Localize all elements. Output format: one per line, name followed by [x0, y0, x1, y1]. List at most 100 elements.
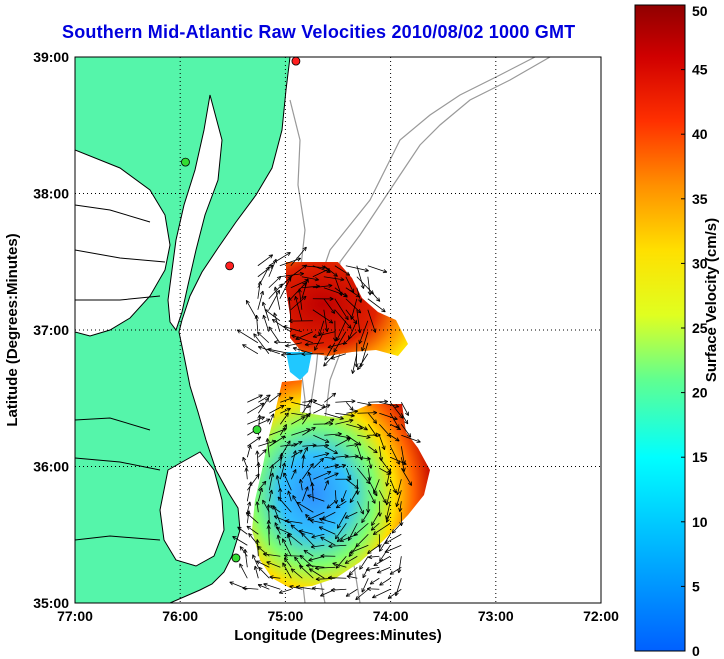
velocity-arrow: [358, 320, 369, 345]
velocity-arrow: [242, 456, 248, 469]
velocity-arrow: [310, 482, 315, 502]
velocity-arrow: [356, 265, 365, 289]
velocity-arrow: [312, 283, 333, 289]
velocity-arrow: [367, 479, 378, 497]
velocity-arrow: [373, 555, 391, 567]
velocity-arrow: [390, 434, 400, 442]
velocity-arrow: [280, 396, 294, 403]
velocity-arrow: [378, 534, 391, 552]
velocity-arrow: [285, 342, 302, 348]
velocity-arrow: [400, 424, 412, 438]
velocity-arrow: [257, 331, 270, 344]
velocity-arrow: [258, 394, 271, 403]
velocity-arrow: [303, 549, 314, 557]
velocity-arrow: [287, 533, 303, 546]
velocity-arrow: [301, 454, 306, 469]
velocity-arrow: [301, 532, 314, 546]
velocity-arrow: [287, 296, 292, 321]
velocity-arrow: [252, 554, 259, 568]
velocity-arrow: [349, 544, 369, 554]
velocity-arrow: [333, 331, 347, 353]
velocity-arrow: [275, 526, 292, 535]
velocity-arrow: [301, 412, 311, 425]
velocity-arrow: [279, 424, 287, 436]
velocity-arrow: [308, 568, 325, 579]
velocity-arrow: [290, 264, 308, 278]
velocity-arrow: [314, 566, 336, 571]
velocity-arrow: [247, 402, 265, 414]
y-axis-ticks: 35:00 36:00 37:00 38:00 39:00: [33, 49, 69, 611]
velocity-arrow: [367, 287, 381, 302]
velocity-arrow: [346, 454, 359, 459]
velocity-arrow: [320, 536, 336, 546]
velocity-arrow: [328, 544, 347, 549]
velocity-arrow: [269, 435, 286, 447]
station-marker: [252, 425, 262, 435]
velocity-arrow: [244, 467, 249, 480]
velocity-arrow: [245, 512, 259, 524]
velocity-arrow: [247, 416, 265, 425]
velocity-arrow: [279, 452, 284, 469]
velocity-arrow: [361, 578, 369, 593]
velocity-arrow: [289, 584, 303, 590]
velocity-arrow: [291, 334, 313, 344]
velocity-arrow: [334, 265, 351, 276]
velocity-arrow: [269, 392, 282, 403]
velocity-arrow: [324, 342, 336, 361]
velocity-arrow: [324, 418, 335, 425]
north-velocity-region: [286, 262, 408, 356]
velocity-arrow: [279, 271, 304, 278]
velocity-arrow: [334, 287, 348, 298]
velocity-arrow: [280, 407, 291, 414]
velocity-arrow: [357, 401, 372, 407]
velocity-arrow: [366, 586, 380, 592]
velocity-arrow: [332, 562, 347, 568]
velocity-arrow: [357, 434, 371, 439]
velocity-arrow: [366, 501, 371, 514]
velocity-arrow: [264, 309, 281, 322]
velocity-arrow: [308, 555, 325, 562]
velocity-arrow: [313, 404, 331, 414]
velocity-arrow: [237, 526, 248, 535]
velocity-arrow: [327, 342, 346, 349]
velocity-arrow: [335, 412, 355, 418]
colorbar-tick-label: 0: [692, 643, 700, 659]
velocity-arrow: [311, 533, 325, 539]
velocity-arrow: [301, 351, 324, 357]
velocity-arrow: [324, 412, 344, 420]
chart-title: Southern Mid-Atlantic Raw Velocities 201…: [62, 22, 576, 42]
colorbar-ticks: 0 5 10 15 20 25 30 35 40 45 50: [681, 3, 708, 659]
velocity-arrow: [335, 500, 347, 509]
velocity-arrow: [248, 533, 259, 546]
velocity-arrow: [344, 511, 358, 519]
velocity-arrow: [273, 515, 292, 524]
velocity-arrow: [294, 295, 303, 321]
velocity-arrow: [346, 574, 358, 579]
velocity-arrow: [319, 517, 336, 524]
velocity-arrow: [257, 281, 262, 299]
velocity-arrow: [257, 264, 274, 278]
velocity-arrow: [356, 287, 363, 303]
velocity-arrow: [345, 588, 358, 597]
velocity-arrow: [312, 296, 334, 301]
y-tick-label: 39:00: [33, 49, 69, 65]
velocity-arrow: [253, 333, 270, 354]
velocity-arrow: [348, 566, 358, 576]
velocity-arrow: [313, 421, 334, 426]
x-tick-label: 77:00: [57, 608, 93, 624]
velocity-arrow: [258, 480, 267, 491]
x-tick-label: 73:00: [478, 608, 514, 624]
velocity-arrow: [265, 438, 270, 458]
velocity-arrow: [367, 544, 380, 554]
velocity-arrow: [277, 496, 292, 513]
velocity-arrow: [368, 432, 381, 438]
velocity-arrow: [273, 340, 291, 345]
velocity-arrow: [378, 435, 386, 451]
velocity-arrow: [282, 562, 292, 579]
station-marker: [291, 56, 301, 66]
velocity-arrow: [342, 331, 358, 345]
velocity-arrow: [361, 331, 369, 352]
velocity-arrow: [290, 295, 307, 311]
velocity-arrow: [337, 512, 347, 529]
plot-frame: [74, 56, 602, 604]
